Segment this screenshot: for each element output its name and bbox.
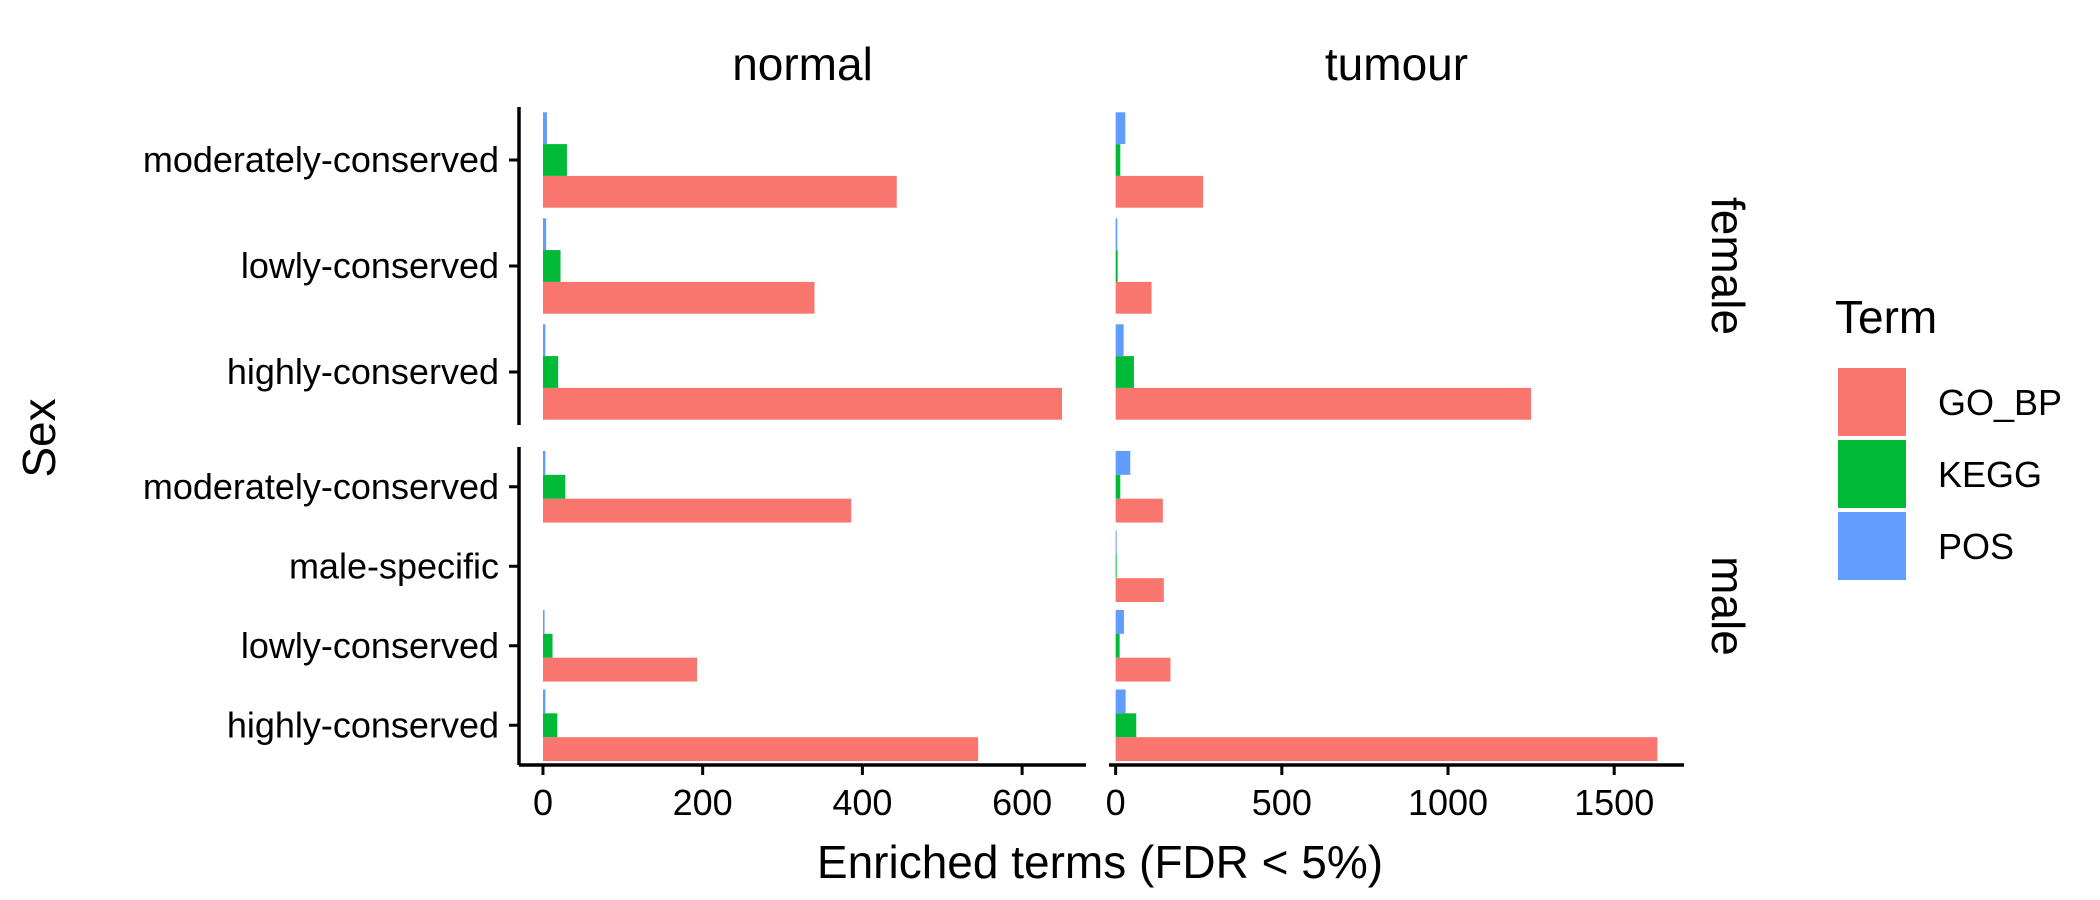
panel-tumour-male	[1115, 450, 1658, 762]
x-tick-label-normal-400: 400	[832, 782, 892, 823]
bar-tumour-male-male-specific-kegg	[1115, 554, 1117, 579]
bar-normal-male-highly-conserved-kegg	[542, 713, 558, 738]
bar-tumour-male-lowly-conserved-go-bp	[1115, 657, 1171, 682]
x-tick-label-normal-600: 600	[992, 782, 1052, 823]
bar-tumour-male-moderately-conserved-go-bp	[1115, 498, 1163, 523]
bar-normal-male-moderately-conserved-go-bp	[542, 498, 852, 523]
bar-normal-male-highly-conserved-go-bp	[542, 737, 979, 762]
axes-layer: moderately-conserved lowly-conserved highl…	[143, 38, 1754, 823]
x-axis-title: Enriched terms (FDR < 5%)	[817, 836, 1383, 888]
column-facet-title-tumour: tumour	[1325, 38, 1468, 90]
y-tick-label-female-lowly-conserved: lowly-conserved	[241, 245, 499, 286]
bar-tumour-female-lowly-conserved-go-bp	[1115, 281, 1152, 314]
y-axis-title: Sex	[13, 398, 65, 477]
bar-tumour-female-lowly-conserved-pos	[1115, 218, 1118, 251]
bar-normal-male-moderately-conserved-kegg	[542, 474, 566, 499]
column-facet-title-normal: normal	[732, 38, 873, 90]
bar-tumour-female-moderately-conserved-kegg	[1115, 144, 1121, 176]
legend-label-kegg: KEGG	[1938, 454, 2042, 495]
x-tick-label-tumour-1000: 1000	[1408, 782, 1488, 823]
legend-label-pos: POS	[1938, 526, 2014, 567]
y-tick-label-female-highly-conserved: highly-conserved	[227, 351, 499, 392]
y-tick-label-male-highly-conserved: highly-conserved	[227, 704, 499, 745]
legend-entries: GO_BP KEGG POS	[1838, 368, 2062, 580]
row-strip-label-male: male	[1702, 556, 1754, 656]
bar-normal-male-moderately-conserved-pos	[542, 450, 546, 475]
legend-label-go-bp: GO_BP	[1938, 382, 2062, 423]
panel-normal-female	[542, 112, 1063, 420]
bar-tumour-female-moderately-conserved-pos	[1115, 112, 1126, 145]
bar-tumour-male-highly-conserved-pos	[1115, 689, 1126, 714]
bar-tumour-male-lowly-conserved-kegg	[1115, 633, 1120, 658]
y-tick-label-male-male-specific: male-specific	[289, 545, 499, 586]
x-tick-label-tumour-500: 500	[1252, 782, 1312, 823]
panel-tumour-female	[1115, 112, 1532, 420]
bar-normal-female-moderately-conserved-kegg	[542, 144, 567, 176]
bar-tumour-male-male-specific-pos	[1115, 530, 1117, 555]
bar-normal-female-highly-conserved-go-bp	[542, 387, 1063, 420]
bar-normal-male-lowly-conserved-go-bp	[542, 657, 698, 682]
bar-tumour-male-lowly-conserved-pos	[1115, 609, 1124, 634]
bar-tumour-female-highly-conserved-kegg	[1115, 356, 1134, 388]
panel-normal-male	[542, 450, 979, 762]
bar-normal-female-lowly-conserved-pos	[542, 218, 547, 251]
bar-normal-male-lowly-conserved-pos	[542, 609, 545, 634]
bar-normal-female-highly-conserved-kegg	[542, 356, 559, 388]
bar-tumour-female-highly-conserved-go-bp	[1115, 387, 1532, 420]
bar-tumour-female-lowly-conserved-kegg	[1115, 250, 1118, 282]
bar-normal-female-moderately-conserved-go-bp	[542, 175, 897, 208]
legend: Term GO_BP KEGG POS	[1835, 291, 2062, 580]
row-strip-label-female: female	[1702, 197, 1754, 335]
y-tick-label-male-lowly-conserved: lowly-conserved	[241, 625, 499, 666]
bar-tumour-male-male-specific-go-bp	[1115, 578, 1164, 603]
bar-tumour-female-highly-conserved-pos	[1115, 324, 1124, 357]
bar-tumour-male-moderately-conserved-pos	[1115, 450, 1131, 475]
bar-tumour-female-moderately-conserved-go-bp	[1115, 175, 1204, 208]
y-tick-label-female-moderately-conserved: moderately-conserved	[143, 139, 499, 180]
legend-key-go-bp	[1838, 368, 1906, 436]
y-tick-label-male-moderately-conserved: moderately-conserved	[143, 466, 499, 507]
x-tick-label-tumour-0: 0	[1106, 782, 1126, 823]
bar-normal-female-lowly-conserved-kegg	[542, 250, 561, 282]
bar-normal-female-highly-conserved-pos	[542, 324, 546, 357]
bar-tumour-male-highly-conserved-go-bp	[1115, 737, 1658, 762]
panels-layer	[542, 112, 1658, 762]
legend-title: Term	[1835, 291, 1937, 343]
bar-normal-male-highly-conserved-pos	[542, 689, 546, 714]
bar-tumour-male-moderately-conserved-kegg	[1115, 474, 1121, 499]
x-tick-label-normal-0: 0	[533, 782, 553, 823]
bar-tumour-male-highly-conserved-kegg	[1115, 713, 1137, 738]
x-tick-label-tumour-1500: 1500	[1574, 782, 1654, 823]
legend-key-kegg	[1838, 440, 1906, 508]
bar-normal-female-lowly-conserved-go-bp	[542, 281, 815, 314]
bar-normal-male-lowly-conserved-kegg	[542, 633, 553, 658]
legend-key-pos	[1838, 512, 1906, 580]
bar-normal-female-moderately-conserved-pos	[542, 112, 547, 145]
x-tick-label-normal-200: 200	[673, 782, 733, 823]
